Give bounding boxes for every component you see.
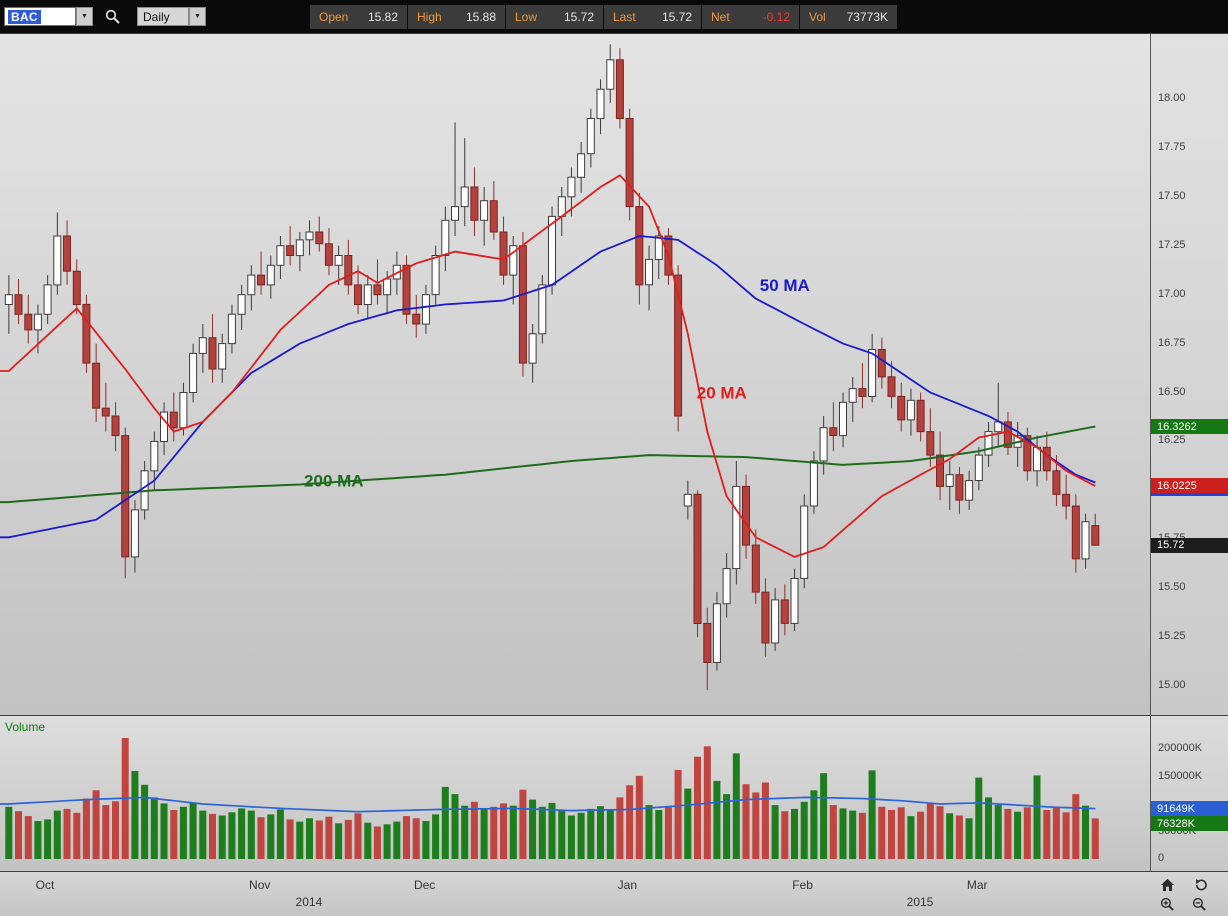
price-tick: 16.25 <box>1158 434 1186 447</box>
volume-tick: 150000K <box>1158 769 1203 782</box>
timeframe-combo: Daily ▼ <box>137 7 206 26</box>
search-icon <box>105 9 120 24</box>
toolbar-field-high: High 15.88 <box>408 4 506 29</box>
timeframe-label: Daily <box>143 9 170 24</box>
ma20-line <box>0 174 1096 558</box>
back-button[interactable] <box>1186 875 1212 894</box>
symbol-combo: BAC ▼ <box>4 7 93 26</box>
volume-pane-title: Volume <box>5 720 46 734</box>
price-tick: 17.25 <box>1158 238 1186 251</box>
volume-ma-line <box>0 796 1096 813</box>
toolbar-field-last: Last 15.72 <box>604 4 702 29</box>
month-label: Feb <box>792 878 813 892</box>
ma-annotation: 50 MA <box>760 276 810 295</box>
ma-annotation: 200 MA <box>304 472 364 491</box>
volume-tick: 200000K <box>1158 742 1203 754</box>
back-icon <box>1195 878 1207 890</box>
quote-fields: Open 15.82 High 15.88 Low 15.72 Last 15.72 Net -0… <box>310 4 898 29</box>
ma200-line <box>0 425 1096 504</box>
price-badge-underline <box>1151 493 1228 497</box>
price-tick: 15.00 <box>1158 679 1186 692</box>
toolbar-field-low: Low 15.72 <box>506 4 604 29</box>
zoom-in-icon <box>1160 897 1174 911</box>
candlesticks <box>4 44 1100 690</box>
month-label: Mar <box>966 878 988 892</box>
volume-chart[interactable]: Volume <box>0 715 1150 871</box>
price-chart[interactable]: 50 MA 20 MA 200 MA <box>0 34 1150 715</box>
price-tick: 16.50 <box>1158 385 1186 398</box>
volume-tick: 0 <box>1158 852 1165 864</box>
price-axis[interactable]: 18.00 17.75 17.50 17.25 17.00 16.75 16.50 16.25… <box>1150 34 1228 715</box>
field-label: High <box>417 9 442 24</box>
ma-annotation: 20 MA <box>697 384 747 403</box>
month-label: Nov <box>249 878 271 892</box>
price-tick: 17.00 <box>1158 287 1186 300</box>
price-badge: 16.3262 <box>1151 419 1228 434</box>
symbol-text: BAC <box>8 9 41 24</box>
toolbar-field-net: Net -0.12 <box>702 4 800 29</box>
field-label: Vol <box>809 9 826 24</box>
price-tick: 16.75 <box>1158 336 1186 349</box>
chevron-down-icon: ▼ <box>81 13 88 20</box>
month-label: Dec <box>413 878 436 892</box>
field-value: -0.12 <box>762 9 790 24</box>
year-label: 2015 <box>906 895 934 909</box>
chart-area: 50 MA 20 MA 200 MA 18.00 17.75 17.50 17.25 17.… <box>0 34 1228 916</box>
symbol-input[interactable]: BAC <box>4 7 76 26</box>
volume-badge: 91649K <box>1151 801 1228 817</box>
field-value: 15.88 <box>465 9 496 24</box>
field-value: 15.82 <box>367 9 398 24</box>
field-label: Low <box>515 9 538 24</box>
time-axis[interactable]: Oct Nov Dec Jan Feb Mar 2014 2015 <box>0 871 1228 916</box>
field-value: 73773K <box>846 9 888 24</box>
price-tick: 15.50 <box>1158 581 1186 594</box>
field-value: 15.72 <box>661 9 692 24</box>
price-tick: 17.50 <box>1158 189 1186 202</box>
volume-axis[interactable]: 200000K150000K50000K091649K76328K <box>1150 715 1228 871</box>
price-badge: 15.72 <box>1151 537 1228 553</box>
symbol-dropdown-button[interactable]: ▼ <box>76 7 93 26</box>
ma50-line <box>0 235 1096 539</box>
search-button[interactable] <box>103 7 123 27</box>
field-label: Net <box>711 9 730 24</box>
timeframe-dropdown-button[interactable]: ▼ <box>189 7 206 26</box>
price-tick: 18.00 <box>1158 91 1186 104</box>
field-label: Last <box>613 9 636 24</box>
month-label: Jan <box>617 878 637 892</box>
price-tick: 15.25 <box>1158 630 1186 643</box>
field-value: 15.72 <box>563 9 594 24</box>
toolbar-field-open: Open 15.82 <box>310 4 408 29</box>
price-badge: 16.0225 <box>1151 478 1228 494</box>
price-chart-svg: 50 MA 20 MA 200 MA <box>0 44 1100 690</box>
price-tick: 17.75 <box>1158 140 1186 153</box>
zoom-out-button[interactable] <box>1186 895 1212 914</box>
home-icon <box>1160 878 1174 891</box>
volume-bars <box>5 738 1099 860</box>
zoom-out-icon <box>1192 897 1206 911</box>
year-label: 2014 <box>295 895 323 909</box>
volume-chart-svg <box>0 738 1099 860</box>
month-label: Oct <box>35 878 55 892</box>
toolbar-field-vol: Vol 73773K <box>800 4 898 29</box>
chart-nav-icons <box>1154 875 1212 914</box>
home-button[interactable] <box>1154 875 1180 894</box>
zoom-in-button[interactable] <box>1154 895 1180 914</box>
toolbar: BAC ▼ Daily ▼ Open 15.82 High 15.88 Low 15.72… <box>0 0 1228 34</box>
chevron-down-icon: ▼ <box>194 13 201 20</box>
timeframe-select[interactable]: Daily <box>137 7 189 26</box>
field-label: Open <box>319 9 349 24</box>
volume-badge: 76328K <box>1151 816 1228 832</box>
